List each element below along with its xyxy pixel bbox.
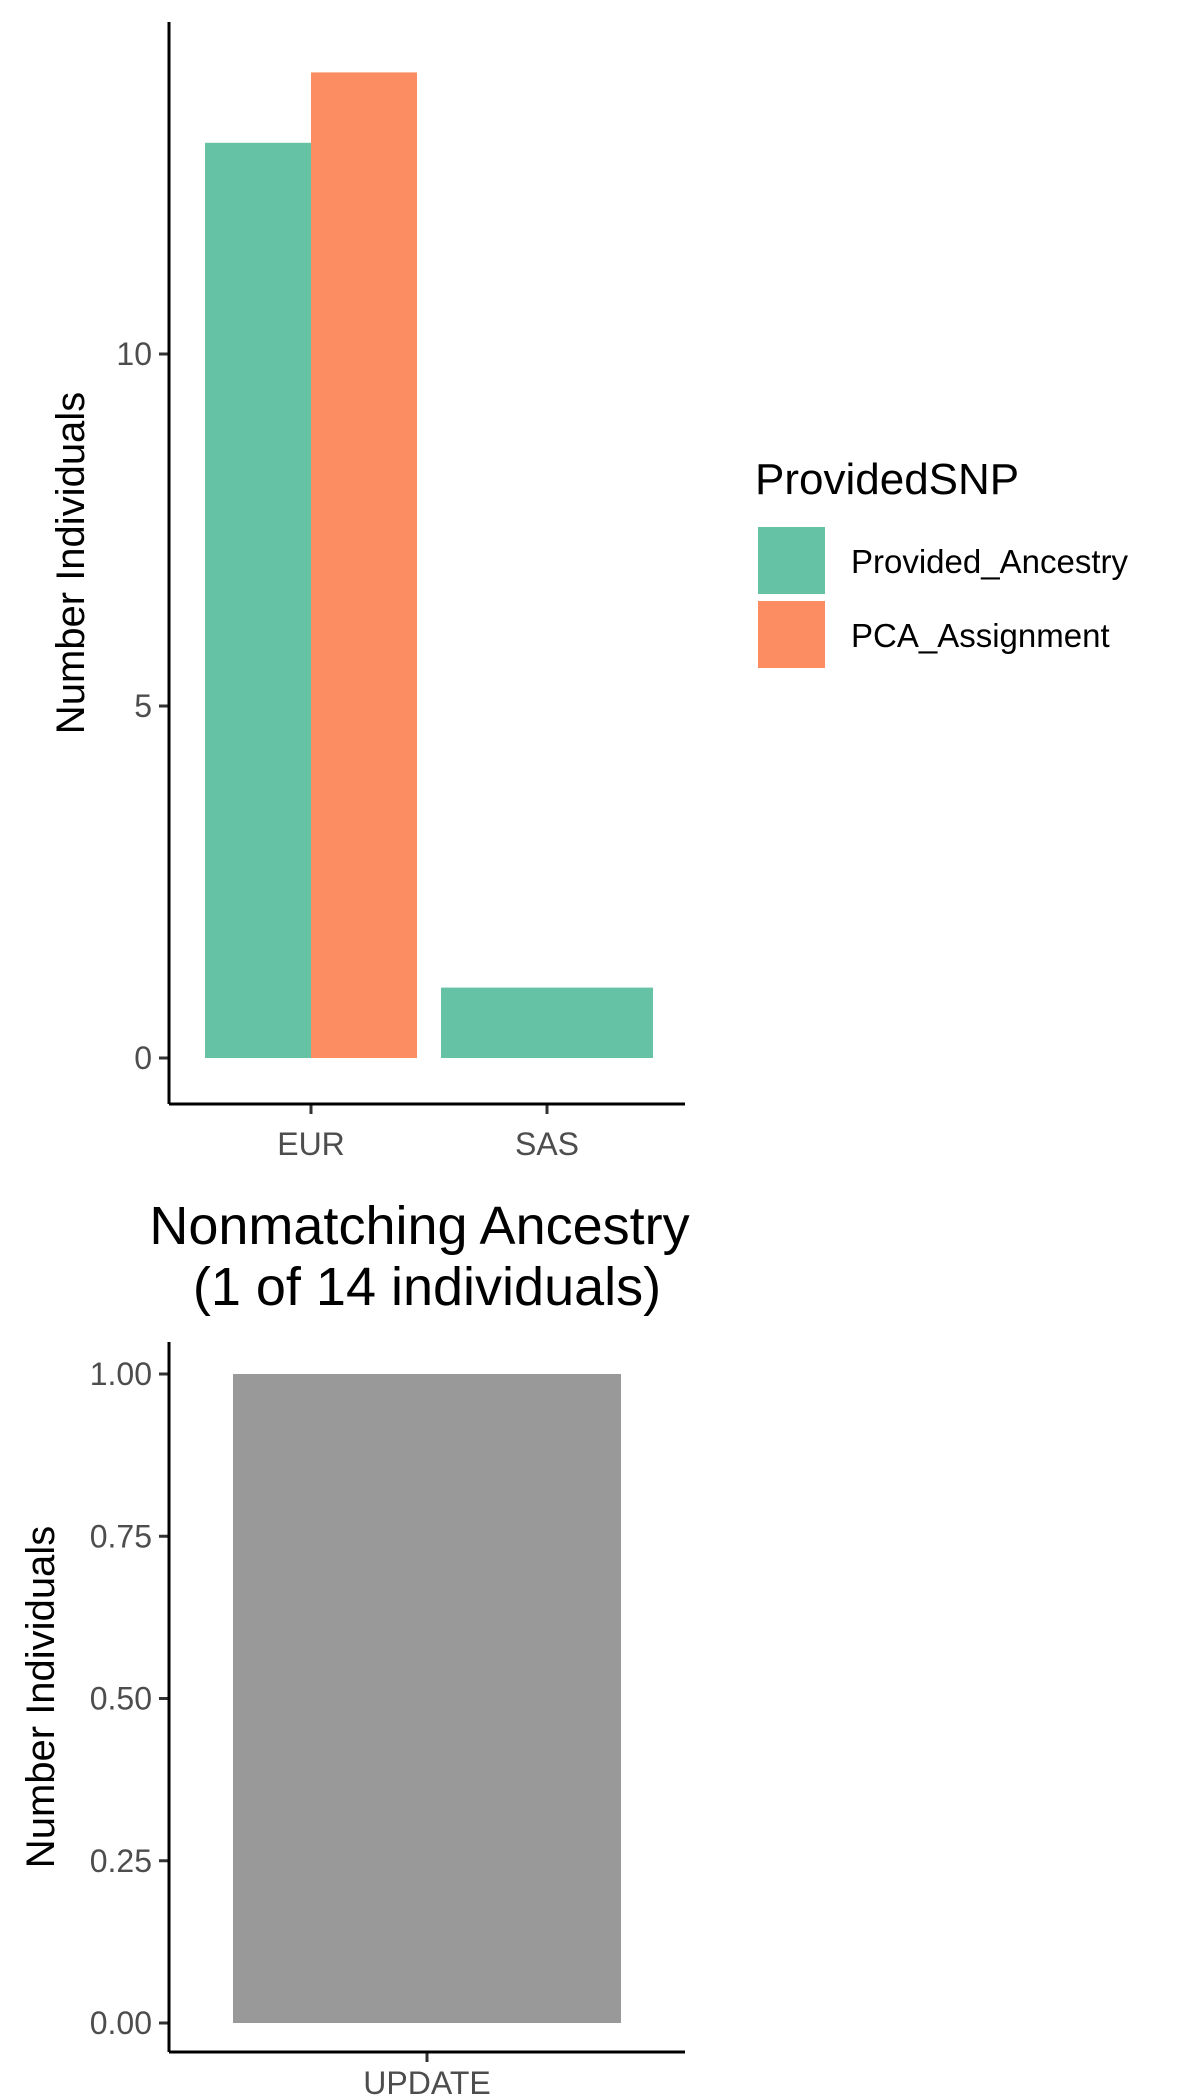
chart-title-line-2: (1 of 14 individuals) [193,1257,661,1317]
legend: ProvidedSNP Provided_Ancestry PCA_Assign… [755,455,1128,668]
bar-eur-provided-ancestry [205,142,311,1059]
y-tick-label: 0.25 [90,1843,152,1879]
y-tick-label: 10 [116,336,152,372]
x-tick-label-eur: EUR [277,1126,345,1162]
legend-title: ProvidedSNP [755,455,1019,504]
bars-group [205,72,653,1059]
bars-group [233,1374,621,2023]
x-axis-ticks: EUR SAS [277,1104,579,1162]
chart-title: Nonmatching Ancestry (1 of 14 individual… [149,1196,704,1317]
legend-label-provided-ancestry: Provided_Ancestry [851,543,1128,580]
y-tick-label: 0 [134,1040,152,1076]
bar-sas-provided-ancestry [441,987,653,1058]
legend-key-provided-ancestry [758,527,825,594]
bar-eur-pca-assignment [311,72,417,1058]
y-tick-label: 0.50 [90,1681,152,1717]
chart-nonmatching-ancestry: Nonmatching Ancestry (1 of 14 individual… [19,1196,704,2100]
x-tick-label-update: UPDATE [363,2065,490,2100]
y-axis-title: Number Individuals [19,1526,63,1868]
chart-ancestry-counts: 0 5 10 EUR SAS Number Individuals ProvidedS… [49,22,1128,1162]
y-axis-title: Number Individuals [49,392,93,734]
y-tick-label: 0.00 [90,2005,152,2041]
y-tick-label: 1.00 [90,1356,152,1392]
legend-label-pca-assignment: PCA_Assignment [851,617,1110,654]
y-tick-label: 0.75 [90,1518,152,1554]
y-axis-ticks: 0 5 10 [116,336,169,1076]
bar-update [233,1374,621,2023]
y-axis-ticks: 0.00 0.25 0.50 0.75 1.00 [90,1356,169,2041]
y-tick-label: 5 [134,688,152,724]
chart-title-line-1: Nonmatching Ancestry [149,1196,689,1256]
legend-key-pca-assignment [758,601,825,668]
x-tick-label-sas: SAS [515,1126,579,1162]
x-axis-ticks: UPDATE [363,2052,491,2100]
